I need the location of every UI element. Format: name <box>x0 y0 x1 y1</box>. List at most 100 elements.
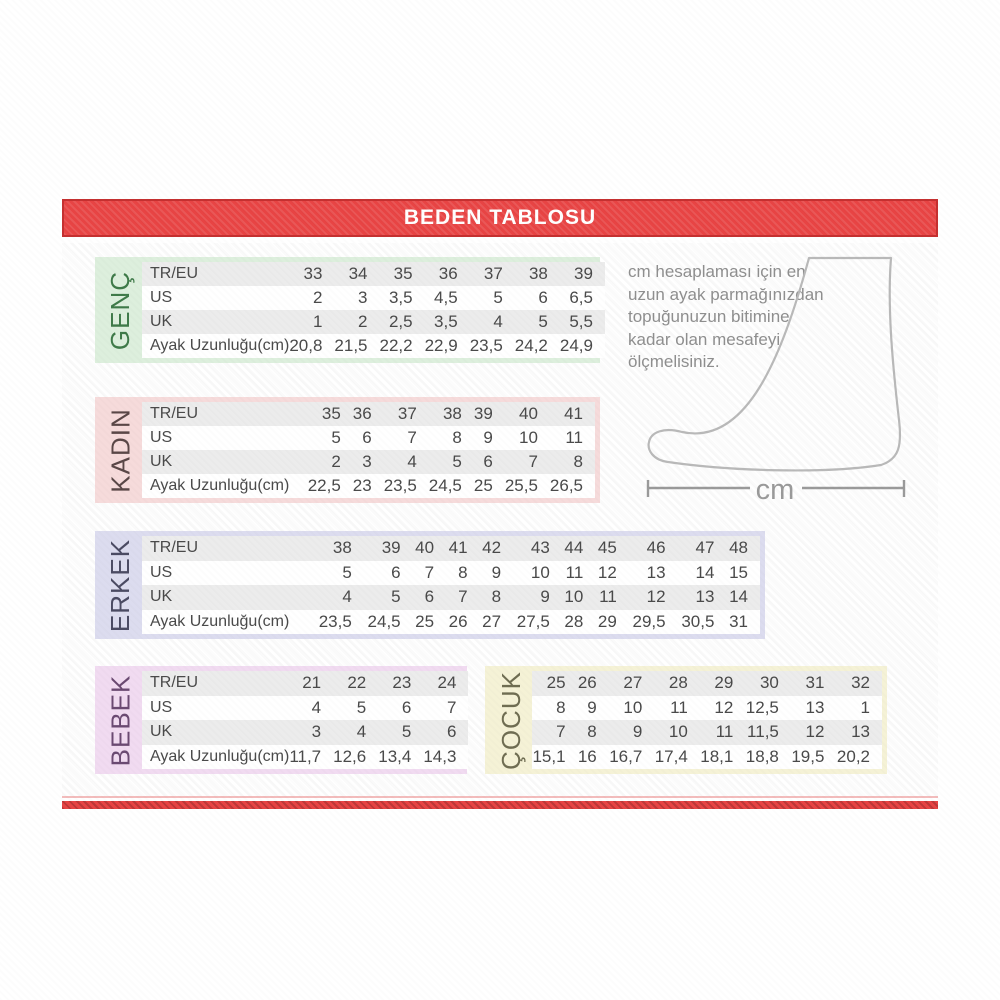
row-header: TR/EU <box>150 674 198 692</box>
size-cell: 14 <box>695 562 715 582</box>
size-cell: 42 <box>482 538 502 558</box>
row-header: UK <box>150 723 173 741</box>
table-row: TR/EU 33 34 35 36 37 38 39 <box>142 262 605 286</box>
size-cell: 39 <box>574 264 593 283</box>
size-cell: 6 <box>362 428 372 447</box>
size-table: 25 26 27 28 29 30 31 32 8 9 10 11 12 12,5 13 1 7 8 9 10 11 11… <box>532 671 882 769</box>
size-cell: 48 <box>729 538 748 558</box>
size-table: TR/EU 21 22 23 24 US 4 5 6 7 UK 3 4 5 6 Ayak Uzunluğu(c… <box>142 671 469 769</box>
size-cell: 17,4 <box>654 746 688 766</box>
size-table: TR/EU 35 36 37 38 39 40 41 US 5 6 7 8 9 10 11 UK 2 3 4 5 6 7 8 A… <box>142 402 595 498</box>
size-cell: 7 <box>556 722 566 742</box>
row-header: US <box>150 429 173 446</box>
size-cell: 8 <box>556 697 566 717</box>
size-section-bebek: BEBEK TR/EU 21 22 23 24 US 4 5 6 7 UK 3 4 5 6 Ayak Uzun… <box>95 666 469 774</box>
size-cell: 29,5 <box>632 611 666 631</box>
measurement-instruction: cm hesaplaması için en uzun ayak parmağı… <box>628 261 853 374</box>
size-cell: 15,1 <box>532 746 566 766</box>
size-cell: 5 <box>342 562 352 582</box>
size-cell: 38 <box>442 404 462 423</box>
table-row: Ayak Uzunluğu(cm) 22,5 23 23,5 24,5 25 25,5 26,… <box>142 474 595 498</box>
table-row: UK 3 4 5 6 <box>142 720 469 745</box>
size-section-erkek: ERKEK TR/EU 38 39 40 41 42 43 44 45 46 47 48 US 5 6 7 8 9… <box>95 531 765 639</box>
table-row: UK 4 5 6 7 8 9 10 11 12 13 14 <box>142 585 760 610</box>
table-row: Ayak Uzunluğu(cm) 20,8 21,5 22,2 22,9 23,5 24,… <box>142 334 605 358</box>
size-cell: 24,5 <box>367 611 401 631</box>
size-cell: 5 <box>356 697 367 717</box>
section-label: ÇOCUK <box>495 670 526 770</box>
size-cell: 47 <box>695 538 715 558</box>
size-table: TR/EU 33 34 35 36 37 38 39 US 2 3 3,5 4,5 5 6 6,5 UK 1 2 2,… <box>142 262 605 358</box>
size-cell: 12 <box>597 562 617 582</box>
row-header: US <box>150 698 173 716</box>
size-table: TR/EU 38 39 40 41 42 43 44 45 46 47 48 US 5 6 7 8 9 10 11 12… <box>142 536 760 634</box>
size-cell: 10 <box>518 428 538 447</box>
row-header: UK <box>150 453 173 470</box>
size-cell: 31 <box>805 673 825 693</box>
size-cell: 6 <box>391 562 401 582</box>
size-cell: 28 <box>564 611 584 631</box>
size-cell: 24,9 <box>559 336 593 355</box>
size-cell: 2 <box>358 312 368 331</box>
size-cell: 6 <box>424 587 435 607</box>
size-cell: 19,5 <box>791 746 825 766</box>
size-cell: 40 <box>415 538 435 558</box>
size-cell: 23,5 <box>469 336 503 355</box>
size-cell: 5 <box>538 312 548 331</box>
size-cell: 27 <box>482 611 502 631</box>
row-header: Ayak Uzunluğu(cm) <box>150 477 290 494</box>
size-cell: 3 <box>362 452 372 471</box>
size-cell: 22,9 <box>424 336 458 355</box>
size-cell: 26 <box>577 673 597 693</box>
size-cell: 12,5 <box>745 697 779 717</box>
size-cell: 9 <box>587 697 597 717</box>
instruction-line: cm hesaplaması için en <box>628 262 806 281</box>
size-cell: 13 <box>805 697 825 717</box>
size-cell: 9 <box>483 428 493 447</box>
size-cell: 5 <box>401 722 412 742</box>
size-cell: 7 <box>446 697 457 717</box>
size-cell: 18,8 <box>745 746 779 766</box>
size-cell: 5 <box>331 428 341 447</box>
size-cell: 23,5 <box>383 476 417 495</box>
row-header: Ayak Uzunluğu(cm) <box>150 337 290 354</box>
size-cell: 3 <box>358 288 368 307</box>
size-cell: 7 <box>407 428 417 447</box>
size-cell: 7 <box>528 452 538 471</box>
bottom-red-bar <box>62 801 938 809</box>
size-cell: 11 <box>565 562 584 582</box>
size-cell: 13 <box>646 562 666 582</box>
size-cell: 34 <box>348 264 368 283</box>
size-cell: 18,1 <box>700 746 734 766</box>
size-cell: 21,5 <box>334 336 368 355</box>
size-cell: 9 <box>491 562 502 582</box>
size-cell: 37 <box>483 264 503 283</box>
size-cell: 24,5 <box>428 476 462 495</box>
size-cell: 5 <box>391 587 401 607</box>
row-header: Ayak Uzunluğu(cm) <box>150 612 290 630</box>
size-cell: 33 <box>303 264 323 283</box>
size-cell: 6 <box>538 288 548 307</box>
table-row: US 5 6 7 8 9 10 11 12 13 14 15 <box>142 561 760 586</box>
size-cell: 28 <box>668 673 688 693</box>
size-cell: 23 <box>392 673 412 693</box>
size-cell: 1 <box>312 312 323 331</box>
size-cell: 11,7 <box>289 746 322 766</box>
size-section-cocuk: ÇOCUK 25 26 27 28 29 30 31 32 8 9 10 11 12 12,5 13 1 7 8 9… <box>485 666 887 774</box>
size-cell: 2 <box>312 288 323 307</box>
size-cell: 13 <box>851 722 870 742</box>
size-cell: 38 <box>332 538 352 558</box>
size-section-genc: GENÇ TR/EU 33 34 35 36 37 38 39 US 2 3 3,5 4,5 5 6 6,5 U… <box>95 257 605 363</box>
size-cell: 22 <box>347 673 367 693</box>
row-header: US <box>150 289 173 306</box>
size-cell: 32 <box>851 673 870 693</box>
row-header: UK <box>150 313 173 330</box>
instruction-line: kadar olan mesafeyi <box>628 329 781 349</box>
table-row: 25 26 27 28 29 30 31 32 <box>532 671 882 696</box>
size-cell: 45 <box>597 538 617 558</box>
table-row: 8 9 10 11 12 12,5 13 1 <box>532 696 882 721</box>
size-cell: 8 <box>573 452 583 471</box>
size-cell: 31 <box>729 611 748 631</box>
row-header: UK <box>150 588 173 606</box>
size-cell: 3 <box>311 722 322 742</box>
